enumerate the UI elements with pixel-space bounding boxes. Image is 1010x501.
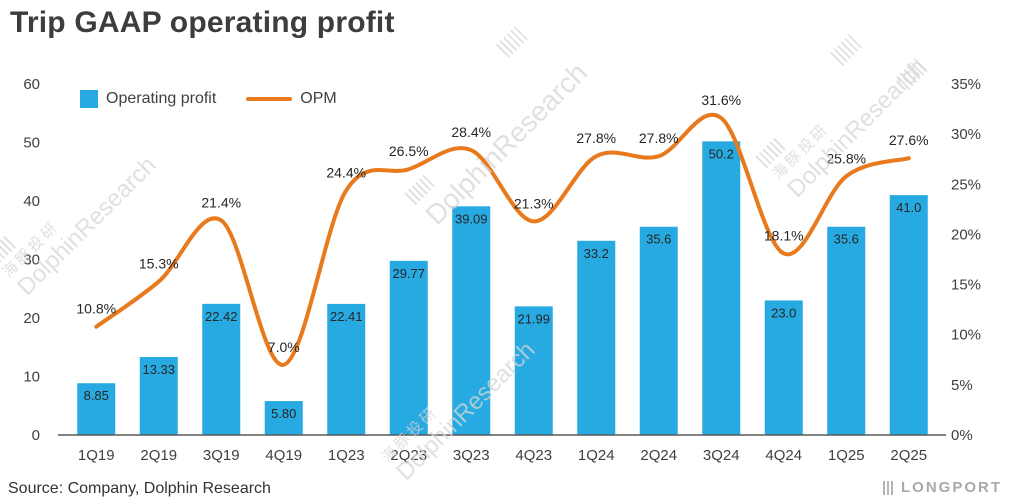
right-axis-tick-label: 5% [951,377,973,394]
category-label: 4Q23 [515,447,552,464]
bar [702,141,741,435]
left-axis-tick-label: 40 [23,193,40,210]
bar-value-label: 22.41 [330,309,363,324]
left-axis-tick-label: 50 [23,135,40,152]
bar [764,300,803,435]
bar [139,357,178,435]
category-label: 2Q25 [890,447,927,464]
bar-value-label: 33.2 [584,246,609,261]
right-axis-tick-label: 30% [951,126,981,143]
bar-value-label: 13.33 [142,362,175,377]
left-axis-tick-label: 10 [23,369,40,386]
category-label: 4Q24 [765,447,802,464]
bar-value-label: 22.42 [205,309,238,324]
bar [639,226,678,435]
right-axis-tick-label: 20% [951,226,981,243]
bar [77,383,116,435]
opm-value-label: 31.6% [701,92,741,108]
right-axis-tick-label: 15% [951,277,981,294]
bar-value-label: 35.6 [646,232,671,247]
bar [827,226,866,435]
bar-value-label: 8.85 [84,388,109,403]
opm-value-label: 26.5% [389,143,429,159]
bar-value-label: 50.2 [709,146,734,161]
bar-value-label: 29.77 [392,266,425,281]
bar-value-label: 41.0 [896,200,921,215]
opm-value-label: 21.3% [514,195,554,211]
category-label: 3Q19 [203,447,240,464]
opm-value-label: 21.4% [201,194,241,210]
category-label: 1Q19 [78,447,115,464]
left-axis-tick-label: 20 [23,310,40,327]
opm-value-label: 24.4% [326,164,366,180]
opm-value-label: 27.6% [889,132,929,148]
bar [389,260,428,435]
bar-value-label: 23.0 [771,305,796,320]
category-label: 1Q23 [328,447,365,464]
legend-line-swatch-icon [246,97,293,101]
left-axis-tick-label: 0 [32,427,40,444]
bar-value-label: 35.6 [834,232,859,247]
source-note: Source: Company, Dolphin Research [8,480,271,497]
bar [264,401,303,435]
opm-value-label: 18.1% [764,227,804,243]
opm-value-label: 10.8% [76,301,116,317]
opm-value-label: 27.8% [639,130,679,146]
bar [577,240,616,435]
bar [202,303,241,435]
longport-logo-icon [883,480,895,495]
bar [889,195,928,435]
category-label: 2Q19 [140,447,177,464]
right-axis-tick-label: 0% [951,427,973,444]
legend-bar-label: Operating profit [106,90,217,107]
longport-label: LONGPORT [901,479,1002,496]
category-label: 3Q23 [453,447,490,464]
bar-value-label: 39.09 [455,211,488,226]
opm-value-label: 25.8% [826,150,866,166]
left-axis-tick-label: 60 [23,76,40,93]
opm-line [94,112,911,367]
left-axis-tick-label: 30 [23,252,40,269]
category-label: 1Q25 [828,447,865,464]
legend-bar-swatch-icon [80,90,98,108]
bar-value-label: 5.80 [271,406,296,421]
opm-value-label: 7.0% [268,339,300,355]
right-axis-tick-label: 35% [951,76,981,93]
category-label: 2Q23 [390,447,427,464]
legend-line-label: OPM [300,90,337,107]
right-axis-tick-label: 25% [951,176,981,193]
opm-value-label: 28.4% [451,124,491,140]
bar [452,206,491,435]
bar-value-label: 21.99 [517,311,550,326]
legend: Operating profit OPM [80,90,337,108]
opm-value-label: 27.8% [576,130,616,146]
category-label: 1Q24 [578,447,615,464]
opm-value-label: 15.3% [139,256,179,272]
category-label: 4Q19 [265,447,302,464]
right-axis-tick-label: 10% [951,327,981,344]
chart-title: Trip GAAP operating profit [10,6,395,39]
bar [514,306,553,435]
category-label: 2Q24 [640,447,677,464]
bar [327,303,366,435]
category-label: 3Q24 [703,447,740,464]
longport-brand: LONGPORT [883,479,1002,496]
